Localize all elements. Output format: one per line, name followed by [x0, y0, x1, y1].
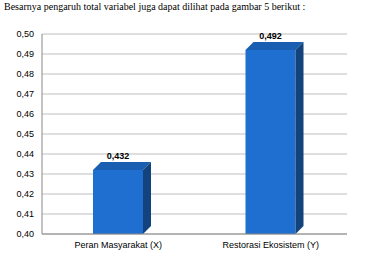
svg-text:0,50: 0,50 — [16, 29, 34, 39]
svg-text:0,43: 0,43 — [16, 169, 34, 179]
svg-text:0,47: 0,47 — [16, 89, 34, 99]
svg-text:0,44: 0,44 — [16, 149, 34, 159]
svg-text:0,42: 0,42 — [16, 189, 34, 199]
svg-text:0,492: 0,492 — [259, 31, 282, 41]
svg-text:0,432: 0,432 — [107, 151, 130, 161]
svg-text:0,46: 0,46 — [16, 109, 34, 119]
svg-text:Peran Masyarakat (X): Peran Masyarakat (X) — [74, 240, 162, 250]
svg-text:0,48: 0,48 — [16, 69, 34, 79]
svg-text:0,49: 0,49 — [16, 49, 34, 59]
svg-text:0,40: 0,40 — [16, 229, 34, 239]
svg-text:Restorasi Ekosistem (Y): Restorasi Ekosistem (Y) — [222, 240, 319, 250]
html-text:Besarnya pengaruh total variab: Besarnya pengaruh total variabel juga da… — [4, 1, 306, 12]
svg-text:0,41: 0,41 — [16, 209, 34, 219]
svg-text:0,45: 0,45 — [16, 129, 34, 139]
